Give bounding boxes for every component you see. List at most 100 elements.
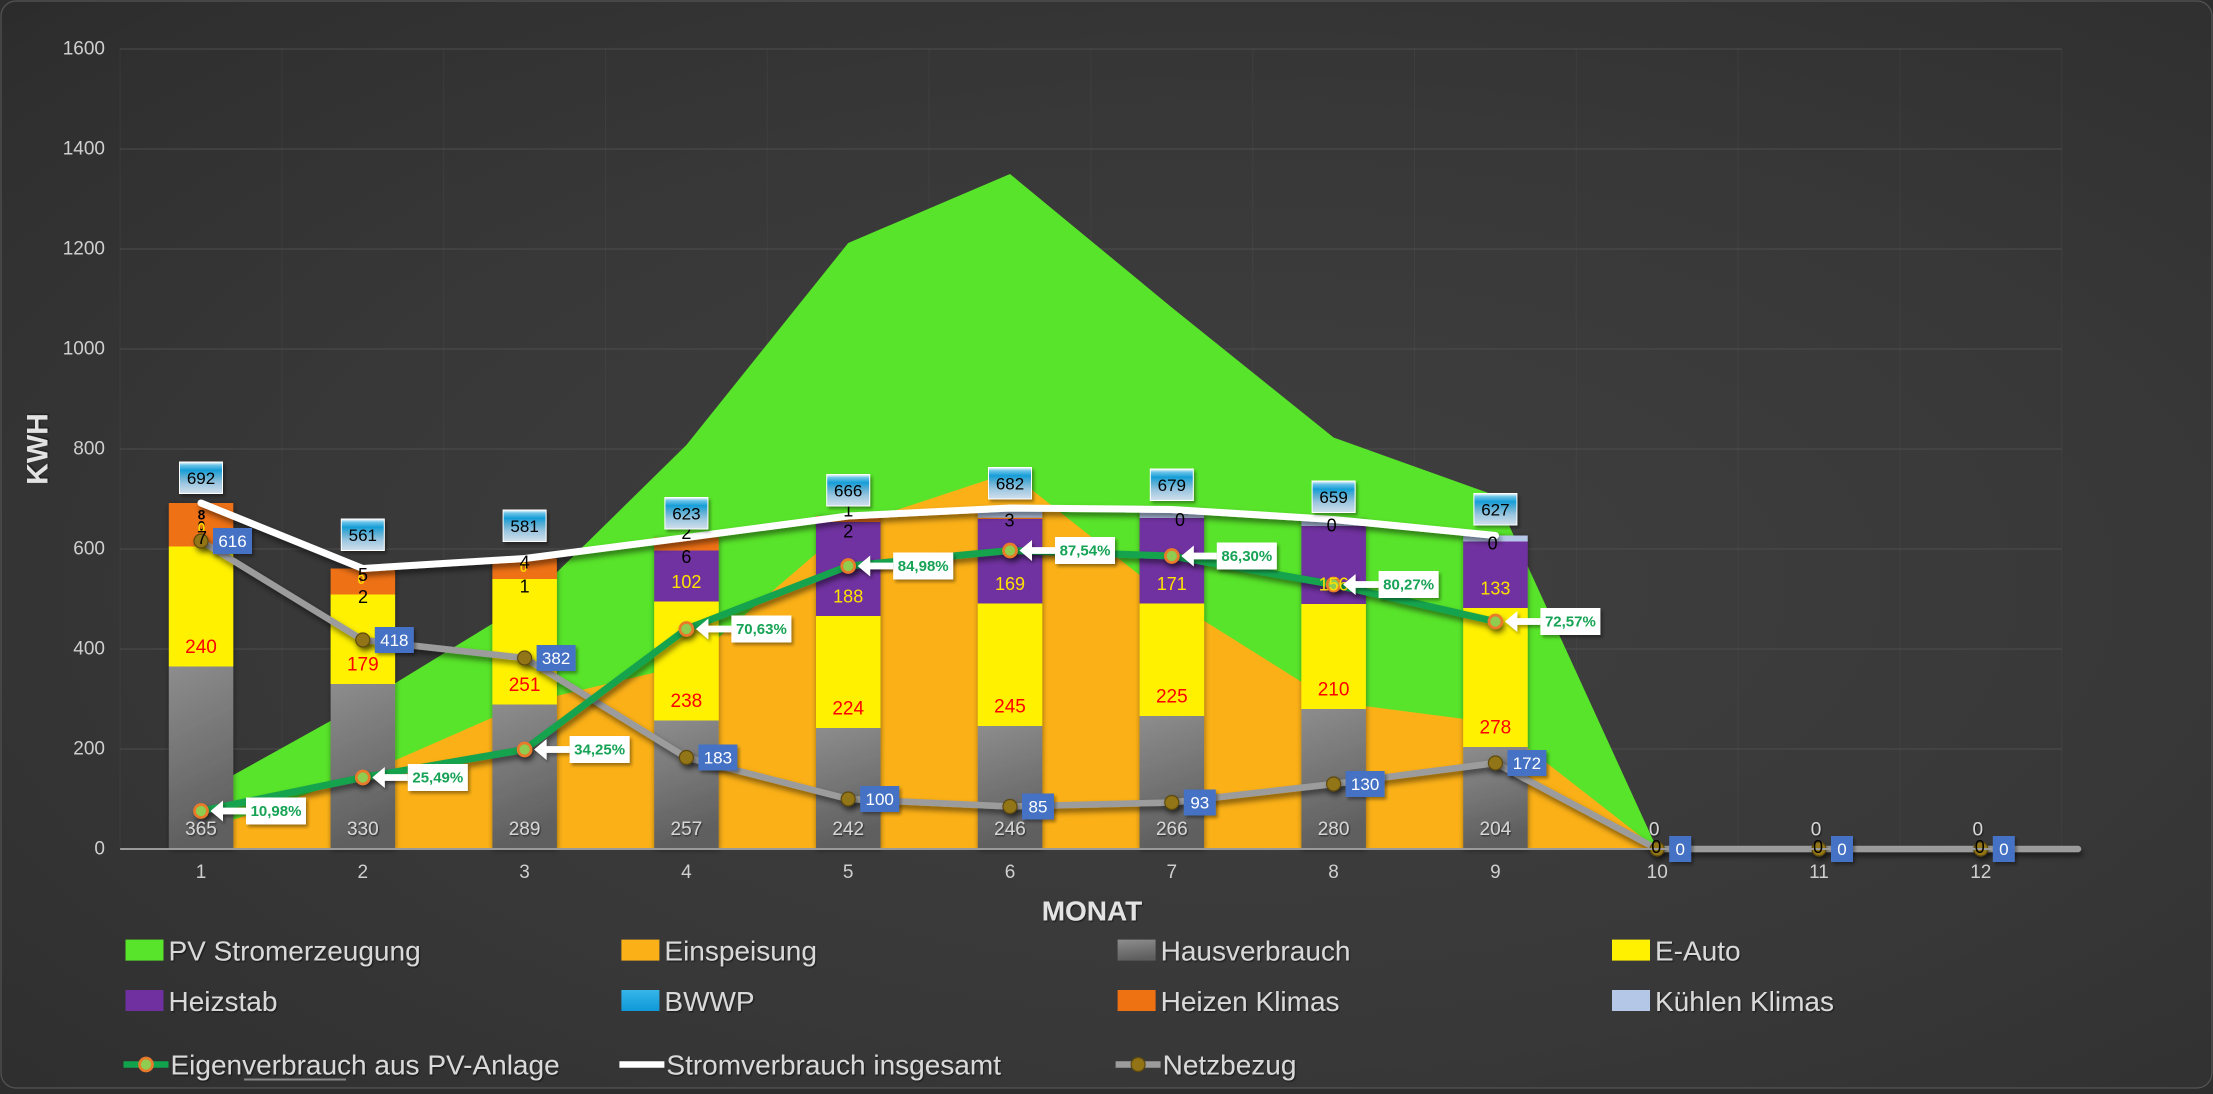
svg-text:692: 692 xyxy=(187,469,215,488)
svg-text:9: 9 xyxy=(1490,862,1501,883)
svg-text:Heizstab: Heizstab xyxy=(169,986,278,1017)
svg-text:80,27%: 80,27% xyxy=(1383,577,1434,594)
svg-text:2: 2 xyxy=(843,522,853,542)
svg-text:5: 5 xyxy=(358,565,368,585)
svg-text:86,30%: 86,30% xyxy=(1221,548,1272,565)
svg-text:627: 627 xyxy=(1481,501,1509,520)
svg-text:5: 5 xyxy=(843,862,854,883)
svg-text:682: 682 xyxy=(996,475,1024,494)
svg-text:8: 8 xyxy=(1328,862,1339,883)
svg-text:7: 7 xyxy=(1167,862,1178,883)
svg-text:70,63%: 70,63% xyxy=(736,621,787,638)
svg-text:183: 183 xyxy=(704,749,732,768)
svg-text:100: 100 xyxy=(866,790,894,809)
svg-text:0: 0 xyxy=(1973,820,1984,841)
svg-text:Kühlen Klimas: Kühlen Klimas xyxy=(1655,986,1834,1017)
svg-text:289: 289 xyxy=(509,819,541,840)
svg-text:0: 0 xyxy=(1837,840,1846,859)
svg-text:679: 679 xyxy=(1158,476,1186,495)
svg-text:85: 85 xyxy=(1029,798,1048,817)
svg-text:224: 224 xyxy=(832,699,864,720)
svg-text:581: 581 xyxy=(510,517,538,536)
svg-text:MONAT: MONAT xyxy=(1042,896,1143,927)
svg-text:179: 179 xyxy=(347,655,379,676)
svg-text:1000: 1000 xyxy=(63,339,105,360)
svg-text:11: 11 xyxy=(1809,862,1829,883)
svg-text:6: 6 xyxy=(1005,862,1016,883)
svg-text:133: 133 xyxy=(1480,579,1510,599)
svg-text:1: 1 xyxy=(843,501,853,521)
svg-text:Einspeisung: Einspeisung xyxy=(664,936,817,967)
svg-text:4: 4 xyxy=(520,552,530,572)
svg-text:0: 0 xyxy=(198,519,206,534)
svg-text:PV Stromerzeugung: PV Stromerzeugung xyxy=(169,936,421,967)
svg-text:169: 169 xyxy=(995,574,1025,594)
svg-text:Heizen Klimas: Heizen Klimas xyxy=(1161,986,1340,1017)
svg-text:210: 210 xyxy=(1318,680,1350,701)
svg-text:7: 7 xyxy=(197,528,207,548)
svg-text:0: 0 xyxy=(1811,820,1822,841)
svg-text:666: 666 xyxy=(834,482,862,501)
svg-text:278: 278 xyxy=(1480,718,1512,739)
svg-text:34,25%: 34,25% xyxy=(574,742,625,759)
svg-text:Stromverbrauch insgesamt: Stromverbrauch insgesamt xyxy=(666,1050,1001,1081)
svg-text:Hausverbrauch: Hausverbrauch xyxy=(1161,936,1351,967)
svg-text:2: 2 xyxy=(358,862,369,883)
svg-text:280: 280 xyxy=(1318,819,1350,840)
svg-text:266: 266 xyxy=(1156,819,1188,840)
svg-text:Eigenverbrauch aus PV-Anlage: Eigenverbrauch aus PV-Anlage xyxy=(171,1050,560,1081)
svg-text:800: 800 xyxy=(73,439,105,460)
svg-text:242: 242 xyxy=(832,819,864,840)
svg-text:238: 238 xyxy=(671,691,703,712)
svg-text:E-Auto: E-Auto xyxy=(1655,936,1741,967)
svg-text:93: 93 xyxy=(1190,794,1209,813)
svg-text:0: 0 xyxy=(1327,516,1337,536)
svg-text:245: 245 xyxy=(994,697,1026,718)
svg-text:6: 6 xyxy=(681,547,691,567)
svg-text:4: 4 xyxy=(681,862,692,883)
svg-text:0: 0 xyxy=(1175,510,1185,530)
svg-text:0: 0 xyxy=(198,520,206,535)
svg-text:1: 1 xyxy=(520,577,530,597)
svg-text:0: 0 xyxy=(1488,533,1498,553)
svg-text:1600: 1600 xyxy=(63,39,105,60)
svg-text:0: 0 xyxy=(1999,840,2008,859)
svg-text:172: 172 xyxy=(1513,754,1541,773)
svg-text:251: 251 xyxy=(509,675,541,696)
svg-text:188: 188 xyxy=(833,587,863,607)
svg-text:87,54%: 87,54% xyxy=(1060,543,1111,560)
svg-text:1400: 1400 xyxy=(63,139,105,160)
svg-text:KWH: KWH xyxy=(22,413,55,485)
svg-text:257: 257 xyxy=(671,819,703,840)
svg-text:102: 102 xyxy=(671,572,701,592)
svg-text:3: 3 xyxy=(519,862,530,883)
svg-text:72,57%: 72,57% xyxy=(1545,614,1596,631)
svg-text:659: 659 xyxy=(1319,488,1347,507)
svg-text:0: 0 xyxy=(520,560,528,575)
svg-text:225: 225 xyxy=(1156,687,1188,708)
svg-text:10: 10 xyxy=(1647,862,1668,883)
svg-text:8: 8 xyxy=(198,508,206,523)
svg-text:130: 130 xyxy=(1351,775,1379,794)
svg-text:84,98%: 84,98% xyxy=(898,558,949,575)
svg-text:246: 246 xyxy=(994,819,1026,840)
svg-text:2: 2 xyxy=(681,523,691,543)
svg-text:204: 204 xyxy=(1480,819,1512,840)
svg-text:600: 600 xyxy=(73,539,105,560)
svg-text:200: 200 xyxy=(73,739,105,760)
svg-text:418: 418 xyxy=(380,631,408,650)
svg-text:156: 156 xyxy=(1319,575,1349,595)
svg-text:0: 0 xyxy=(1975,837,1985,857)
svg-text:0: 0 xyxy=(1649,820,1660,841)
svg-text:561: 561 xyxy=(349,526,377,545)
svg-text:Netzbezug: Netzbezug xyxy=(1163,1050,1297,1081)
svg-text:400: 400 xyxy=(73,639,105,660)
svg-text:2: 2 xyxy=(358,587,368,607)
svg-text:382: 382 xyxy=(542,649,570,668)
svg-text:0: 0 xyxy=(94,839,105,860)
svg-text:1200: 1200 xyxy=(63,239,105,260)
svg-text:623: 623 xyxy=(672,505,700,524)
svg-text:BWWP: BWWP xyxy=(664,986,754,1017)
svg-text:0: 0 xyxy=(357,572,365,587)
svg-text:240: 240 xyxy=(185,637,217,658)
